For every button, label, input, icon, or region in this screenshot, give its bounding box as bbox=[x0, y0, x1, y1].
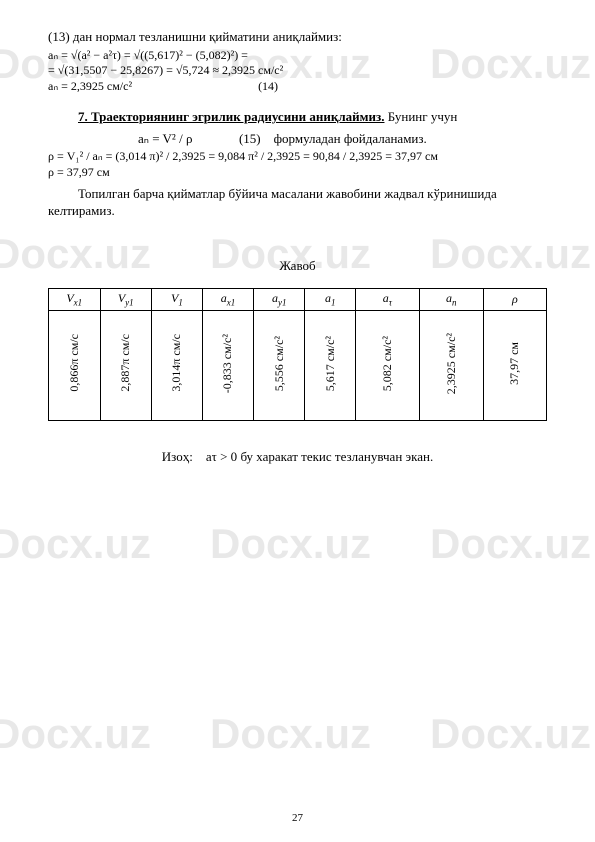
td-ax1: -0,833 см/с² bbox=[202, 310, 253, 420]
th-a1: a1 bbox=[305, 288, 356, 310]
watermark: Docx.uz bbox=[430, 520, 591, 568]
td-v1: 3,014π см/с bbox=[152, 310, 203, 420]
th-ay1: ay1 bbox=[254, 288, 305, 310]
td-ay1: 5,556 см/с² bbox=[254, 310, 305, 420]
line-13: (13) дан нормал тезланишни қийматини ани… bbox=[48, 28, 547, 46]
equation-14: aₙ = √(a² − a²τ) = √((5,617)² − (5,082)²… bbox=[48, 48, 547, 95]
izoh-rest: бу харакат текис тезланувчан экан. bbox=[240, 449, 433, 464]
table-header-row: Vx1 Vy1 V1 ax1 ay1 a1 aτ an ρ bbox=[49, 288, 547, 310]
results-table: Vx1 Vy1 V1 ax1 ay1 a1 aτ an ρ 0,866π см/… bbox=[48, 288, 547, 421]
izoh-line: Изоҳ: aτ > 0 бу харакат текис тезланувча… bbox=[48, 449, 547, 465]
eq15-number: (15) bbox=[239, 131, 261, 146]
td-an: 2,3925 см/с² bbox=[419, 310, 483, 420]
eq-rho-line2: ρ = 37,97 см bbox=[48, 165, 547, 181]
equation-rho: ρ = V₁² / aₙ = (3,014 π)² / 2,3925 = 9,0… bbox=[48, 149, 547, 180]
th-an: an bbox=[419, 288, 483, 310]
th-ax1: ax1 bbox=[202, 288, 253, 310]
td-vx1: 0,866π см/с bbox=[49, 310, 101, 420]
watermark: Docx.uz bbox=[0, 710, 151, 758]
td-rho: 37,97 см bbox=[483, 310, 546, 420]
paragraph-found: Топилган барча қийматлар бўйича масалани… bbox=[48, 185, 547, 220]
td-a1: 5,617 см/с² bbox=[305, 310, 356, 420]
th-v1: V1 bbox=[152, 288, 203, 310]
eq14-line3: aₙ = 2,3925 см/c² (14) bbox=[48, 79, 547, 95]
th-rho: ρ bbox=[483, 288, 546, 310]
td-atau: 5,082 см/с² bbox=[356, 310, 420, 420]
table-row: 0,866π см/с 2,887π см/с 3,014π см/с -0,8… bbox=[49, 310, 547, 420]
td-vy1: 2,887π см/с bbox=[100, 310, 152, 420]
watermark: Docx.uz bbox=[0, 520, 151, 568]
page-number: 27 bbox=[0, 812, 595, 824]
equation-15: aₙ = V² / ρ bbox=[138, 131, 192, 146]
th-atau: aτ bbox=[356, 288, 420, 310]
th-vx1: Vx1 bbox=[49, 288, 101, 310]
watermark: Docx.uz bbox=[210, 710, 371, 758]
izoh-label: Изоҳ: bbox=[162, 449, 193, 464]
eq14-line1: aₙ = √(a² − a²τ) = √((5,617)² − (5,082)²… bbox=[48, 48, 547, 64]
watermark: Docx.uz bbox=[430, 710, 591, 758]
javob-label: Жавоб bbox=[48, 258, 547, 274]
eq14-line2: = √(31,5507 − 25,8267) = √5,724 ≈ 2,3925… bbox=[48, 63, 547, 79]
izoh-condition: aτ > 0 bbox=[206, 449, 237, 464]
th-vy1: Vy1 bbox=[100, 288, 152, 310]
eq15-rest: формуладан фойдаланамиз. bbox=[274, 131, 427, 146]
section-7-title: 7. Траекториянинг эгрилик радиусини аниқ… bbox=[48, 108, 547, 126]
watermark: Docx.uz bbox=[210, 520, 371, 568]
eq-rho-line1: ρ = V₁² / aₙ = (3,014 π)² / 2,3925 = 9,0… bbox=[48, 149, 547, 165]
equation-15-line: aₙ = V² / ρ (15) формуладан фойдаланамиз… bbox=[48, 130, 547, 148]
eq14-number: (14) bbox=[258, 79, 278, 93]
